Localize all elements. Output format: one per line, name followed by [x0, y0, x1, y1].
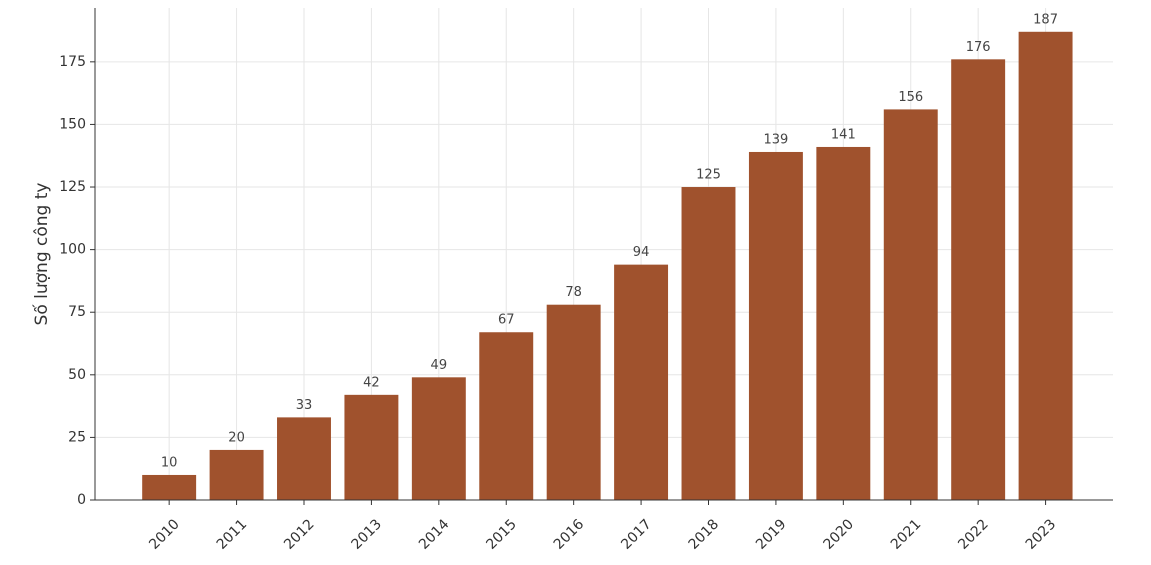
bar [816, 146, 871, 500]
value-label: 49 [431, 358, 448, 373]
bar [681, 187, 736, 501]
bar [344, 394, 399, 500]
y-tick-label: 0 [77, 492, 86, 508]
value-label: 67 [498, 313, 515, 328]
y-tick-label: 50 [68, 367, 86, 383]
bar [951, 59, 1006, 500]
x-tick-label: 2011 [214, 516, 251, 553]
value-label: 78 [565, 285, 582, 300]
bar [209, 449, 264, 500]
value-label: 33 [296, 398, 313, 413]
value-label: 125 [696, 168, 721, 183]
x-tick-label: 2017 [618, 516, 655, 553]
bar [883, 109, 938, 501]
value-label: 156 [898, 90, 923, 105]
value-label: 139 [763, 132, 788, 147]
value-label: 141 [831, 127, 856, 142]
y-tick-label: 125 [59, 179, 86, 195]
y-tick-label: 175 [59, 54, 86, 70]
bar [748, 151, 803, 500]
value-label: 20 [228, 430, 245, 445]
x-tick-label: 2015 [483, 516, 520, 553]
bar [277, 417, 331, 500]
value-label: 10 [161, 455, 178, 470]
x-tick-label: 2010 [146, 516, 183, 553]
bar [1018, 31, 1073, 501]
x-tick-label: 2022 [955, 516, 992, 553]
bar [411, 377, 466, 500]
x-tick-label: 2021 [888, 516, 925, 553]
value-label: 176 [966, 40, 991, 55]
value-label: 94 [633, 245, 650, 260]
x-tick-label: 2023 [1023, 516, 1060, 553]
y-tick-label: 150 [59, 116, 86, 132]
y-tick-label: 100 [59, 242, 86, 258]
bar [142, 474, 197, 500]
x-tick-label: 2020 [820, 516, 857, 553]
bar [614, 264, 669, 500]
x-tick-label: 2018 [686, 516, 723, 553]
bar [546, 304, 601, 500]
x-tick-label: 2016 [551, 516, 588, 553]
y-tick-label: 25 [68, 429, 86, 445]
x-tick-label: 2019 [753, 516, 790, 553]
x-tick-label: 2013 [349, 516, 386, 553]
bar [479, 332, 534, 500]
x-tick-label: 2012 [281, 516, 318, 553]
value-label: 187 [1033, 12, 1058, 27]
x-tick-label: 2014 [416, 516, 453, 553]
y-tick-label: 75 [68, 304, 86, 320]
y-axis-label: Số lượng công ty [31, 183, 52, 326]
value-label: 42 [363, 375, 380, 390]
